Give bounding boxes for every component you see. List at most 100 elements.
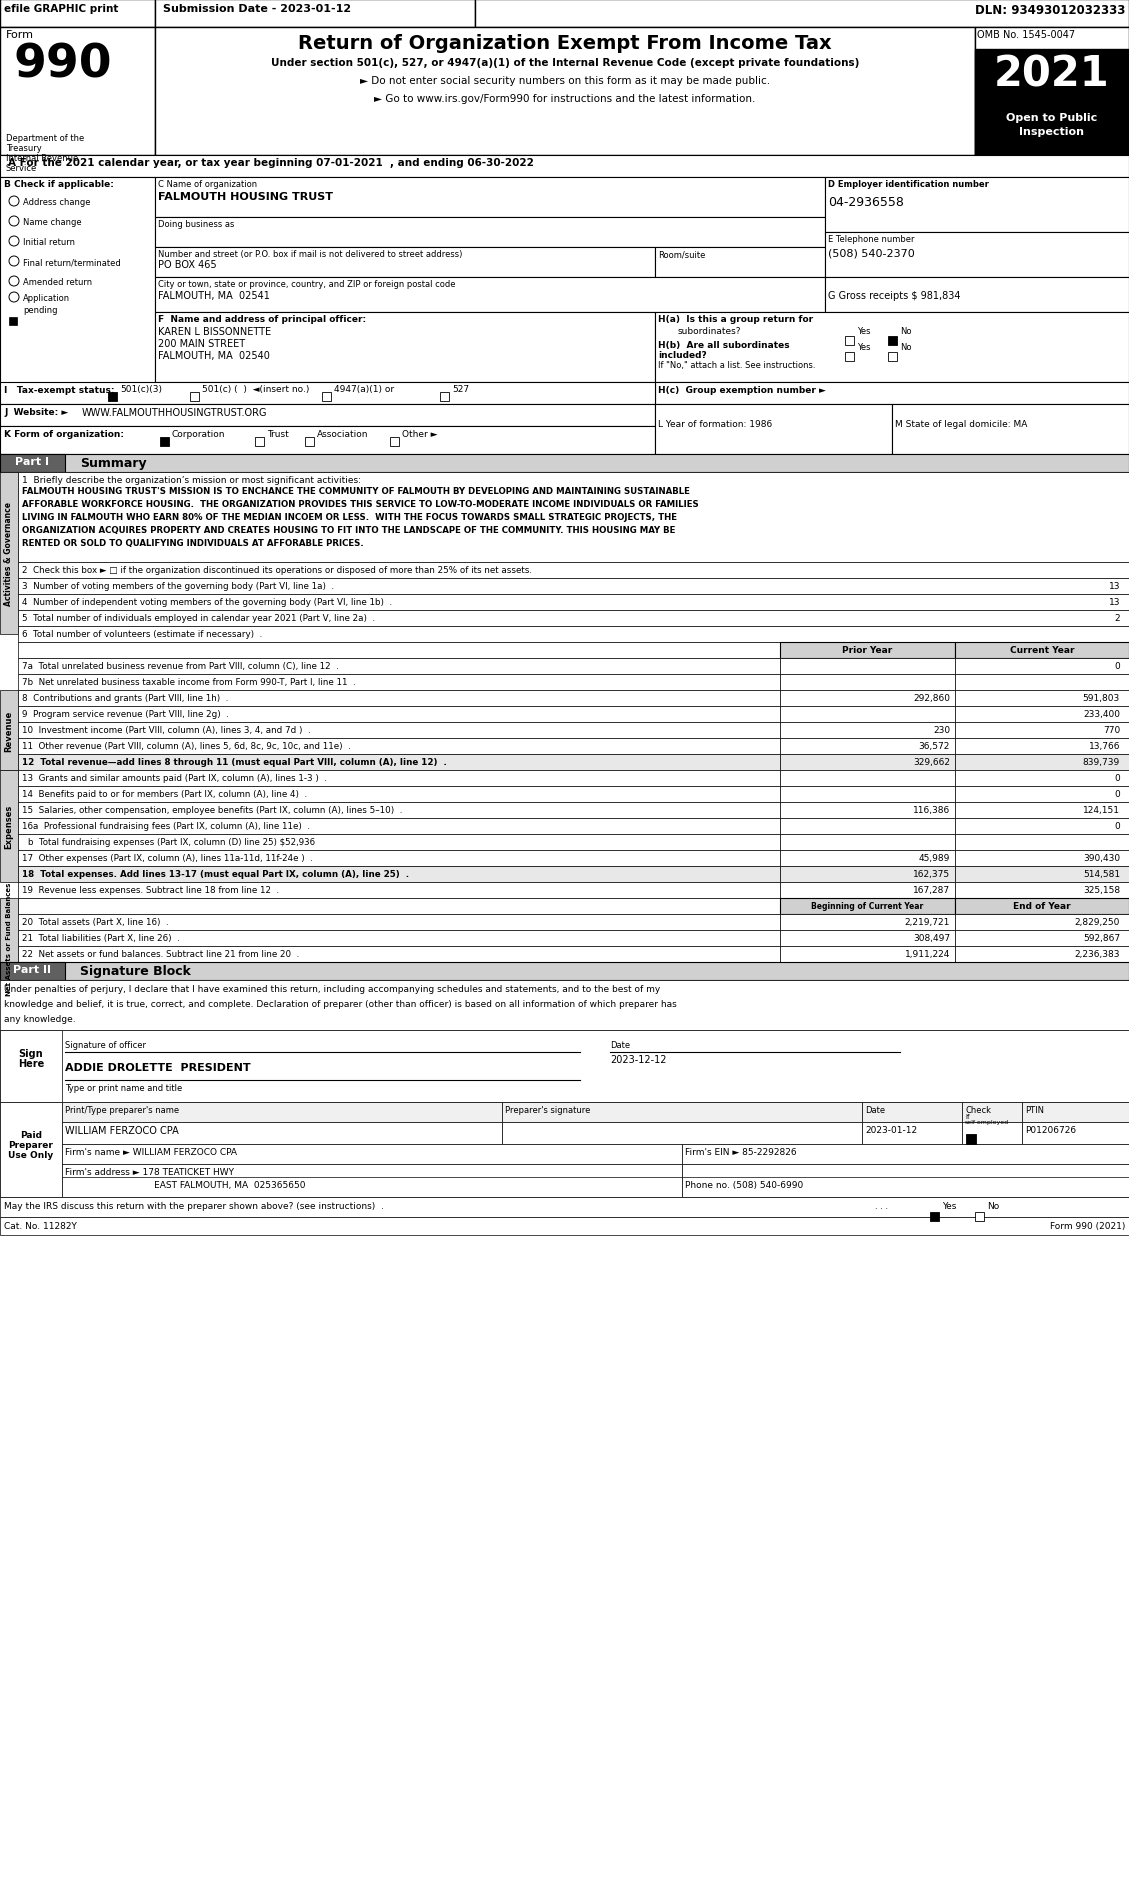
Text: Date: Date [865,1105,885,1114]
Text: No: No [900,343,911,352]
Text: Department of the: Department of the [6,134,85,143]
Text: Internal Revenue: Internal Revenue [6,154,78,164]
Text: subordinates?: subordinates? [679,327,742,335]
Bar [255,439,264,446]
Text: Other ►: Other ► [402,429,438,439]
Bar [160,439,169,446]
Bar [780,642,955,659]
Bar [18,627,1129,642]
Bar [955,834,1129,851]
Text: 514,581: 514,581 [1083,869,1120,879]
Bar [0,1218,1129,1235]
Bar [844,352,854,361]
Text: 2023-01-12: 2023-01-12 [865,1125,917,1135]
Text: 1  Briefly describe the organization’s mission or most significant activities:: 1 Briefly describe the organization’s mi… [21,476,361,486]
Bar [390,439,399,446]
Text: KAREN L BISSONNETTE: KAREN L BISSONNETTE [158,327,271,337]
Text: 10  Investment income (Part VIII, column (A), lines 3, 4, and 7d )  .: 10 Investment income (Part VIII, column … [21,726,310,734]
Text: F  Name and address of principal officer:: F Name and address of principal officer: [158,314,366,324]
Text: Prior Year: Prior Year [842,646,892,655]
Text: 16a  Professional fundraising fees (Part IX, column (A), line 11e)  .: 16a Professional fundraising fees (Part … [21,822,310,830]
Text: Final return/terminated: Final return/terminated [23,258,121,267]
Text: Firm's name ► WILLIAM FERZOCO CPA: Firm's name ► WILLIAM FERZOCO CPA [65,1148,237,1156]
Bar [62,1103,502,1122]
Bar [780,834,955,851]
Text: 5  Total number of individuals employed in calendar year 2021 (Part V, line 2a) : 5 Total number of individuals employed i… [21,614,375,623]
Bar [780,883,955,898]
Text: 20  Total assets (Part X, line 16)  .: 20 Total assets (Part X, line 16) . [21,918,168,926]
Text: H(b)  Are all subordinates: H(b) Are all subordinates [658,341,789,350]
Text: 167,287: 167,287 [913,886,949,894]
Text: H(a)  Is this a group return for: H(a) Is this a group return for [658,314,813,324]
Text: knowledge and belief, it is true, correct, and complete. Declaration of preparer: knowledge and belief, it is true, correc… [5,999,676,1009]
Bar [18,866,780,883]
Bar [155,248,655,279]
Text: E Telephone number: E Telephone number [828,235,914,245]
Text: A For the 2021 calendar year, or tax year beginning 07-01-2021  , and ending 06-: A For the 2021 calendar year, or tax yea… [8,158,534,167]
Text: Preparer's signature: Preparer's signature [505,1105,590,1114]
Text: ORGANIZATION ACQUIRES PROPERTY AND CREATES HOUSING TO FIT INTO THE LANDSCAPE OF : ORGANIZATION ACQUIRES PROPERTY AND CREAT… [21,525,675,534]
Bar [18,691,780,706]
Text: Phone no. (508) 540-6990: Phone no. (508) 540-6990 [685,1180,803,1189]
Text: 0: 0 [1114,774,1120,783]
Text: Yes: Yes [942,1201,956,1210]
Text: 15  Salaries, other compensation, employee benefits (Part IX, column (A), lines : 15 Salaries, other compensation, employe… [21,805,402,815]
Bar [18,947,780,962]
Bar [955,787,1129,802]
Text: C Name of organization: C Name of organization [158,181,257,188]
Bar [155,279,825,312]
Text: Firm's address ► 178 TEATICKET HWY: Firm's address ► 178 TEATICKET HWY [65,1167,234,1176]
Text: Name change: Name change [23,218,81,228]
Bar [18,578,1129,595]
Bar [780,755,955,770]
Bar [0,405,655,427]
Text: WILLIAM FERZOCO CPA: WILLIAM FERZOCO CPA [65,1125,178,1135]
Bar [955,642,1129,659]
Bar [955,659,1129,674]
Text: City or town, state or province, country, and ZIP or foreign postal code: City or town, state or province, country… [158,280,455,288]
Bar [955,723,1129,738]
Bar [955,706,1129,723]
Bar [0,962,65,981]
Text: WWW.FALMOUTHHOUSINGTRUST.ORG: WWW.FALMOUTHHOUSINGTRUST.ORG [82,408,268,418]
Text: 12  Total revenue—add lines 8 through 11 (must equal Part VIII, column (A), line: 12 Total revenue—add lines 8 through 11 … [21,758,447,766]
Bar [1022,1103,1129,1122]
Text: ► Go to www.irs.gov/Form990 for instructions and the latest information.: ► Go to www.irs.gov/Form990 for instruct… [375,94,755,104]
Text: P01206726: P01206726 [1025,1125,1076,1135]
Text: Under penalties of perjury, I declare that I have examined this return, includin: Under penalties of perjury, I declare th… [5,984,660,994]
Bar [18,755,780,770]
Text: 308,497: 308,497 [913,933,949,943]
Text: 14  Benefits paid to or for members (Part IX, column (A), line 4)  .: 14 Benefits paid to or for members (Part… [21,790,307,798]
Text: Application: Application [23,294,70,303]
Text: 200 MAIN STREET: 200 MAIN STREET [158,339,245,348]
Bar [0,898,18,979]
Bar [155,179,825,218]
Text: 116,386: 116,386 [912,805,949,815]
Text: if: if [965,1114,970,1120]
Text: FALMOUTH, MA  02541: FALMOUTH, MA 02541 [158,292,270,301]
Text: Here: Here [18,1058,44,1069]
Bar [955,770,1129,787]
Bar [0,1031,62,1103]
Text: 990: 990 [14,41,113,87]
Bar [0,427,655,455]
Bar [780,723,955,738]
Text: ► Do not enter social security numbers on this form as it may be made public.: ► Do not enter social security numbers o… [360,75,770,87]
Bar [975,1212,984,1221]
Text: pending: pending [23,307,58,314]
Text: Activities & Governance: Activities & Governance [5,502,14,606]
Text: Treasury: Treasury [6,143,42,152]
Text: PTIN: PTIN [1025,1105,1044,1114]
Text: Corporation: Corporation [172,429,226,439]
Bar [18,834,780,851]
Text: (508) 540-2370: (508) 540-2370 [828,248,914,258]
Bar [62,1122,502,1144]
Bar [955,851,1129,866]
Text: Service: Service [6,164,37,173]
Text: 501(c)(3): 501(c)(3) [120,384,161,393]
Text: Under section 501(c), 527, or 4947(a)(1) of the Internal Revenue Code (except pr: Under section 501(c), 527, or 4947(a)(1)… [271,58,859,68]
Text: 592,867: 592,867 [1083,933,1120,943]
Text: 7a  Total unrelated business revenue from Part VIII, column (C), line 12  .: 7a Total unrelated business revenue from… [21,662,339,670]
Bar [18,883,780,898]
Text: Return of Organization Exempt From Income Tax: Return of Organization Exempt From Incom… [298,34,832,53]
